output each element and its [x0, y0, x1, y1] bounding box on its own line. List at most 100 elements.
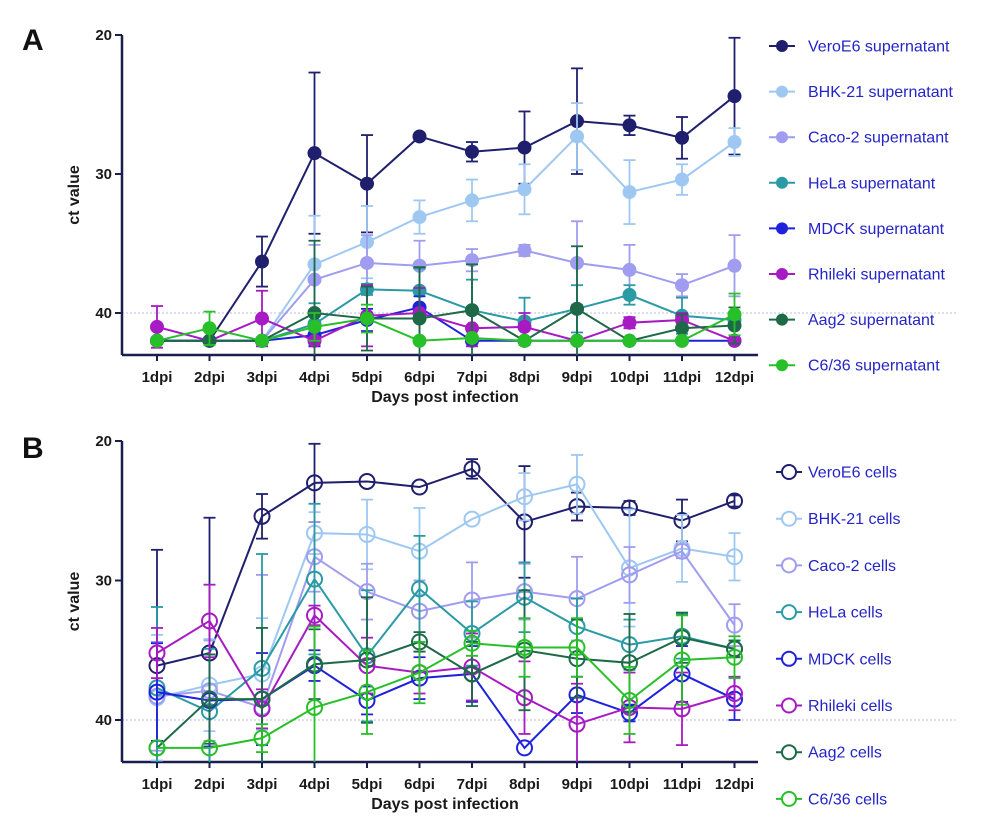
panel-b-data-point: [726, 684, 743, 702]
panel-a-legend-label: Caco-2 supernatant: [808, 130, 949, 147]
panel-b-x-tick-label: 5dpi: [352, 776, 383, 793]
panel-b-y-tick-label: 30: [95, 573, 112, 590]
panel-a-data-point: [412, 311, 427, 326]
panel-a-series-1: [150, 102, 742, 348]
panel-a-legend-label: VeroE6 supernatant: [808, 39, 950, 56]
panel-a-series-line: [157, 307, 735, 342]
panel-b-data-point: [253, 690, 271, 708]
panel-b-data-point: [568, 715, 586, 733]
panel-b-data-point: [463, 510, 481, 528]
panel-b-legend-item: HeLa cells: [776, 604, 883, 622]
panel-b-legend-label: Rhileki cells: [808, 698, 892, 715]
panel-b-data-point: [411, 478, 428, 496]
panel-b-data-point: [673, 651, 691, 669]
panel-a-data-point: [675, 321, 689, 336]
panel-a-legend-marker: [776, 40, 788, 52]
panel-b-legend-label: HeLa cells: [808, 605, 883, 622]
panel-b-data-point: [358, 525, 376, 543]
panel-b-x-axis-title: Days post infection: [371, 796, 519, 813]
panel-b-data-point: [148, 739, 166, 757]
panel-b-legend-label: MDCK cells: [808, 651, 892, 668]
panel-a-data-point: [517, 182, 532, 197]
panel-b-data-point: [253, 729, 271, 747]
panel-b-series-2: [148, 521, 743, 762]
panel-a-data-point: [622, 333, 637, 348]
panel-a-data-point: [150, 333, 164, 348]
panel-b-legend-marker: [781, 790, 797, 807]
panel-b-data-point: [621, 566, 638, 584]
panel-b-data-point: [673, 542, 691, 560]
panel-a-x-tick-label: 11dpi: [663, 369, 701, 386]
panel-b-label: B: [22, 432, 44, 465]
panel-a-data-point: [465, 331, 479, 346]
panel-b-data-point: [253, 507, 271, 525]
panel-b-legend-item: Caco-2 cells: [776, 557, 896, 575]
panel-b-data-point: [201, 612, 218, 630]
panel-b-legend-item: Aag2 cells: [776, 744, 882, 762]
panel-b-x-tick-label: 2dpi: [194, 776, 225, 793]
panel-b-data-point: [463, 634, 481, 652]
panel-b-data-point: [306, 474, 323, 492]
panel-a-legend-item: Rhileki supernatant: [769, 267, 946, 284]
panel-b-legend-marker: [781, 650, 797, 667]
panel-a-legend-label: BHK-21 supernatant: [808, 84, 954, 101]
panel-b-x-tick-label: 11dpi: [663, 776, 701, 793]
panel-a-data-point: [675, 130, 689, 145]
panel-b-data-point: [358, 683, 376, 701]
panel-b-data-point: [201, 739, 218, 757]
panel-b-legend-marker: [781, 510, 797, 527]
panel-a-x-tick-label: 9dpi: [562, 369, 593, 386]
panel-a-legend-item: C6/36 supernatant: [769, 358, 940, 375]
panel-b-data-point: [516, 488, 533, 506]
panel-a-x-axis-title: Days post infection: [371, 389, 519, 406]
panel-a-data-point: [360, 176, 374, 191]
panel-a-data-point: [517, 140, 532, 155]
panel-b-series-7: [148, 614, 743, 762]
panel-b-data-point: [568, 638, 586, 656]
panel-a-x-tick-label: 6dpi: [404, 369, 435, 386]
panel-a-legend-item: HeLa supernatant: [769, 175, 936, 192]
panel-b-legend-item: BHK-21 cells: [776, 510, 900, 528]
panel-b-legend-marker: [781, 464, 797, 480]
panel-a-chart: A 20 30 40 1dpi 2dpi 3dpi 4dpi 5dpi 6dpi 7dpi 8dpi 9…: [22, 24, 958, 406]
panel-b-legend-marker: [781, 744, 797, 761]
panel-a-x-tick-label: 10dpi: [610, 369, 649, 386]
panel-a-data-point: [255, 333, 269, 348]
panel-b-data-point: [306, 606, 323, 624]
panel-b-data-point: [516, 638, 533, 656]
panel-a-data-point: [517, 319, 532, 334]
panel-b-series-line: [156, 467, 735, 667]
panel-b-data-point: [148, 683, 166, 701]
panel-a-data-point: [675, 333, 689, 348]
panel-a-legend-item: Aag2 supernatant: [769, 312, 935, 329]
panel-a-series-line: [156, 311, 735, 342]
panel-b-series-1: [148, 454, 743, 762]
panel-a-data-point: [622, 287, 637, 302]
panel-a-legend-marker: [776, 268, 788, 280]
panel-a-legend-marker: [776, 176, 788, 189]
panel-a-series-7: [150, 292, 742, 348]
panel-a-data-point: [465, 193, 479, 208]
panel-b-legend-marker: [781, 697, 797, 714]
panel-a-y-axis-title: ct value: [66, 165, 83, 225]
panel-b-data-point: [358, 472, 376, 490]
panel-a-series-line: [157, 95, 736, 342]
panel-b-y-tick-label: 20: [95, 433, 112, 450]
panel-b-data-point: [726, 616, 743, 634]
panel-a-data-point: [622, 315, 637, 330]
panel-a-x-tick-label: 3dpi: [247, 369, 278, 386]
panel-a-data-point: [255, 254, 269, 269]
panel-b-series-3: [148, 502, 743, 762]
panel-a-data-point: [307, 319, 322, 334]
panel-a-legend-label: Aag2 supernatant: [808, 312, 935, 329]
panel-a-data-point: [675, 278, 689, 293]
panel-a-data-point: [727, 258, 742, 273]
panel-a-legend-item: VeroE6 supernatant: [769, 39, 950, 56]
panel-a-data-point: [727, 135, 742, 150]
panel-a-data-point: [412, 333, 427, 348]
panel-a-data-point: [622, 118, 637, 133]
panel-b-legend-item: VeroE6 cells: [776, 464, 897, 482]
panel-a-data-point: [570, 129, 584, 144]
panel-b-data-point: [201, 690, 218, 708]
panel-b-x-tick-label: 10dpi: [610, 776, 649, 793]
